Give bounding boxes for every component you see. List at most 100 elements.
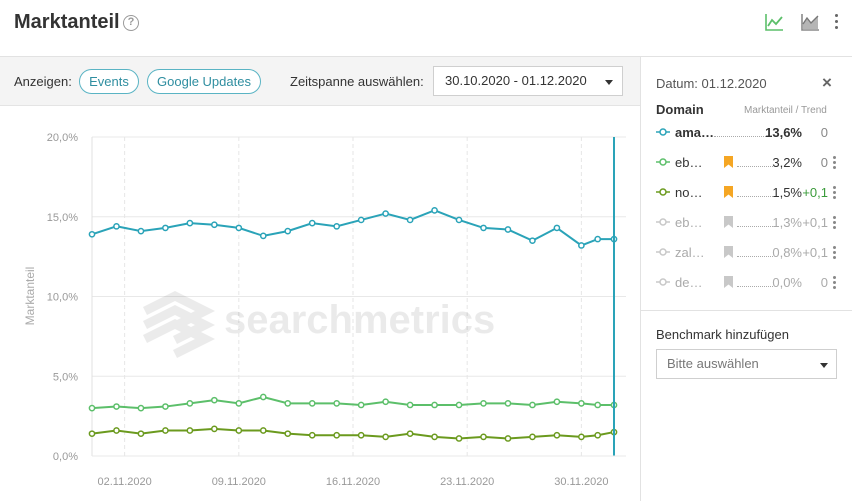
- data-point[interactable]: [259, 393, 267, 401]
- data-point[interactable]: [308, 431, 316, 439]
- row-menu-icon[interactable]: [833, 156, 836, 170]
- data-point[interactable]: [480, 433, 487, 441]
- data-point[interactable]: [137, 430, 145, 438]
- google-updates-toggle[interactable]: Google Updates: [147, 69, 261, 94]
- leader-dots: [737, 256, 773, 257]
- legend-row[interactable]: ama… 13,6% 0: [656, 123, 836, 143]
- data-point[interactable]: [284, 400, 292, 407]
- data-point[interactable]: [578, 433, 585, 441]
- legend-row[interactable]: zal… 0,8% +0,1: [656, 243, 836, 263]
- row-menu-icon[interactable]: [833, 276, 836, 290]
- data-point[interactable]: [480, 224, 487, 232]
- bookmark-icon[interactable]: [724, 246, 733, 258]
- help-icon[interactable]: ?: [123, 15, 139, 31]
- data-point[interactable]: [455, 216, 463, 224]
- data-point[interactable]: [455, 435, 463, 442]
- data-point[interactable]: [406, 430, 414, 438]
- legend-row[interactable]: eb… 1,3% +0,1: [656, 213, 836, 233]
- data-point[interactable]: [529, 237, 536, 245]
- data-point[interactable]: [113, 403, 120, 410]
- row-menu-icon[interactable]: [833, 246, 836, 260]
- data-point[interactable]: [284, 430, 292, 438]
- data-point[interactable]: [113, 427, 120, 434]
- data-point[interactable]: [186, 219, 194, 227]
- bookmark-icon[interactable]: [724, 156, 733, 168]
- legend-row[interactable]: no… 1,5% +0,1: [656, 183, 836, 203]
- data-point[interactable]: [455, 401, 463, 409]
- data-point[interactable]: [382, 398, 389, 406]
- data-point[interactable]: [162, 403, 169, 410]
- data-point[interactable]: [578, 400, 585, 407]
- data-point[interactable]: [431, 433, 438, 441]
- data-point[interactable]: [284, 227, 292, 235]
- data-point[interactable]: [186, 427, 194, 434]
- data-point[interactable]: [162, 224, 169, 232]
- y-tick-label: 15,0%: [47, 212, 78, 224]
- data-point[interactable]: [210, 396, 218, 404]
- bookmark-icon[interactable]: [724, 216, 733, 228]
- data-point[interactable]: [504, 435, 512, 442]
- data-point[interactable]: [529, 433, 536, 441]
- data-point[interactable]: [357, 216, 365, 224]
- data-point[interactable]: [259, 232, 267, 240]
- data-point[interactable]: [504, 400, 512, 407]
- close-icon[interactable]: ×: [822, 73, 832, 92]
- y-tick-label: 20,0%: [47, 132, 78, 144]
- data-point[interactable]: [357, 431, 365, 439]
- data-point[interactable]: [210, 221, 218, 229]
- more-vertical-icon[interactable]: [832, 14, 840, 32]
- data-point[interactable]: [235, 427, 243, 434]
- benchmark-select[interactable]: Bitte auswählen: [656, 349, 837, 379]
- legend-row[interactable]: de… 0,0% 0: [656, 273, 836, 293]
- series-marker-icon: [656, 188, 670, 196]
- data-point[interactable]: [357, 401, 365, 409]
- bookmark-icon[interactable]: [724, 186, 733, 198]
- data-point[interactable]: [88, 430, 96, 438]
- data-point[interactable]: [235, 224, 243, 232]
- data-point[interactable]: [504, 226, 512, 233]
- data-point[interactable]: [137, 227, 145, 235]
- data-point[interactable]: [578, 242, 585, 249]
- data-point[interactable]: [594, 235, 602, 243]
- data-point[interactable]: [480, 400, 487, 407]
- data-point[interactable]: [88, 230, 96, 238]
- data-point[interactable]: [210, 425, 218, 433]
- data-point[interactable]: [308, 219, 316, 227]
- area-chart-icon[interactable]: [800, 12, 820, 32]
- data-point[interactable]: [594, 431, 602, 439]
- events-toggle[interactable]: Events: [79, 69, 139, 94]
- data-point[interactable]: [259, 427, 267, 434]
- data-point[interactable]: [333, 400, 341, 407]
- watermark-layer: [142, 304, 216, 345]
- selected-date: Datum: 01.12.2020: [656, 76, 767, 91]
- legend-row[interactable]: eb… 3,2% 0: [656, 153, 836, 173]
- data-point[interactable]: [113, 222, 120, 230]
- row-menu-icon[interactable]: [833, 216, 836, 230]
- data-point[interactable]: [406, 401, 414, 409]
- data-point[interactable]: [594, 401, 602, 409]
- data-point[interactable]: [382, 210, 389, 217]
- market-share-chart[interactable]: 0,0% 5,0% 10,0% 15,0% 20,0% 02.11.2020 09.11.2…: [0, 106, 640, 501]
- line-chart-icon[interactable]: [764, 12, 784, 32]
- data-point[interactable]: [333, 431, 341, 439]
- data-point[interactable]: [88, 404, 96, 412]
- data-point[interactable]: [553, 398, 561, 406]
- data-point[interactable]: [553, 224, 561, 232]
- data-point[interactable]: [308, 400, 316, 407]
- data-point[interactable]: [333, 222, 341, 230]
- row-menu-icon[interactable]: [833, 186, 836, 200]
- data-point[interactable]: [431, 401, 438, 409]
- benchmark-title: Benchmark hinzufügen: [656, 327, 789, 342]
- data-point[interactable]: [406, 216, 414, 224]
- data-point[interactable]: [529, 401, 536, 409]
- data-point[interactable]: [553, 431, 561, 439]
- data-point[interactable]: [162, 427, 169, 434]
- data-point[interactable]: [186, 400, 194, 407]
- data-point[interactable]: [382, 433, 389, 441]
- data-point[interactable]: [235, 400, 243, 407]
- legend-value: 3,2%: [772, 155, 802, 170]
- data-point[interactable]: [431, 207, 438, 214]
- data-point[interactable]: [137, 404, 145, 412]
- bookmark-icon[interactable]: [724, 276, 733, 288]
- period-select[interactable]: 30.10.2020 - 01.12.2020: [433, 66, 623, 96]
